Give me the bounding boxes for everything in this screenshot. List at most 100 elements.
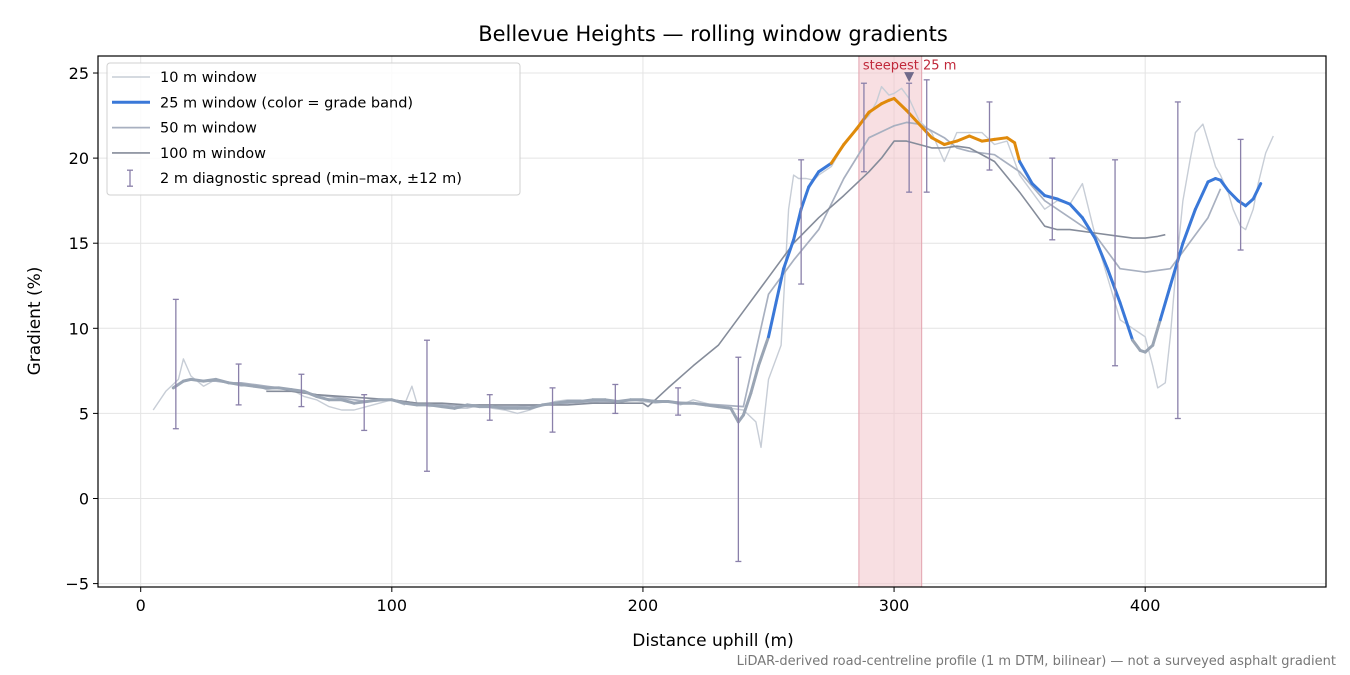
series-25m-segment — [854, 110, 871, 131]
series-25m-segment — [1168, 241, 1185, 288]
series-25m-segment — [490, 405, 507, 410]
series-25m-segment — [993, 136, 1009, 141]
x-tick-label: 400 — [1130, 596, 1161, 615]
series-25m-segment — [842, 127, 858, 146]
series-25m-segment — [1151, 318, 1162, 347]
legend-label: 10 m window — [160, 70, 257, 86]
series-25m-segment — [942, 139, 959, 146]
series-25m-segment — [1158, 284, 1172, 322]
series-25m-segment — [528, 403, 544, 410]
series-25m-segment — [315, 394, 331, 402]
errorbar — [986, 101, 993, 171]
series-25m-segment — [440, 405, 457, 410]
legend-item: 25 m window (color = grade band) — [112, 95, 413, 111]
series-25m-segment — [302, 389, 318, 398]
series-25m-segment — [189, 377, 205, 383]
series-25m-segment — [1181, 207, 1197, 245]
series-25m-segment — [616, 398, 632, 403]
series-25m-segment — [465, 403, 482, 409]
series-line-10m — [152, 85, 1274, 449]
series-25m-segment — [967, 134, 984, 143]
y-axis-label: Gradient (%) — [25, 267, 45, 376]
legend-box — [106, 62, 521, 196]
y-tick-label: −5 — [65, 575, 89, 594]
series-25m-segment — [1055, 197, 1072, 206]
legend-item: 100 m window — [112, 146, 266, 162]
errorbar — [1174, 101, 1181, 420]
legend-item: 10 m window — [112, 70, 257, 86]
series-25m-segment — [892, 97, 909, 112]
footnote: LiDAR-derived road-centreline profile (1… — [737, 654, 1336, 669]
series-25m-segment — [799, 185, 811, 211]
x-axis-label: Distance uphill (m) — [632, 631, 793, 651]
series-25m-segment — [453, 403, 469, 410]
y-tick-label: 20 — [69, 149, 89, 168]
series-25m-segment — [171, 379, 185, 390]
series-25m-segment — [214, 377, 231, 385]
series-25m-segment — [741, 391, 753, 417]
legend-label: 25 m window (color = grade band) — [160, 95, 413, 111]
y-tick-label: 0 — [79, 490, 89, 509]
series-25m-segment — [807, 170, 821, 189]
x-tick-label: 100 — [377, 596, 408, 615]
errorbar — [1112, 159, 1119, 367]
x-tick-label: 200 — [628, 596, 659, 615]
series-25m-segment — [202, 377, 218, 383]
series-25m-segment — [1143, 343, 1155, 354]
series-25m-segment — [1193, 180, 1210, 211]
series-25m-segment — [1093, 236, 1109, 271]
series-25m-segment — [767, 301, 778, 339]
series-25m-segment — [930, 136, 946, 146]
series-25m-segment — [1018, 160, 1034, 186]
series-25m-segment — [704, 403, 720, 409]
series-25m-segment — [239, 383, 256, 388]
steepest-band — [858, 56, 923, 587]
plot-frame — [97, 55, 1327, 588]
series-25m-segment — [1068, 202, 1084, 220]
errorbar — [1237, 138, 1244, 251]
series-25m-segment — [553, 400, 570, 405]
errorbar — [235, 363, 242, 406]
series-25m-segment — [390, 398, 406, 405]
series-25m-segment — [691, 401, 708, 407]
series-25m-segment — [792, 207, 803, 242]
series-25m-segment — [1244, 197, 1255, 208]
series-25m-segment — [955, 134, 971, 143]
series-25m-segment — [1131, 338, 1142, 352]
plot-area: steepest 25 m — [98, 56, 1326, 587]
errorbar — [923, 79, 930, 193]
series-25m-segment — [402, 401, 419, 407]
x-tick-label: 0 — [136, 596, 146, 615]
series-25m-segment — [1219, 178, 1230, 192]
errorbar — [735, 356, 742, 563]
errorbar — [298, 373, 305, 408]
errorbar — [172, 298, 179, 430]
legend-label: 100 m window — [160, 146, 266, 162]
series-25m-segment — [1236, 199, 1248, 208]
y-tick-label: 15 — [69, 234, 89, 253]
legend-label: 50 m window — [160, 121, 257, 137]
y-tick-label: 25 — [69, 64, 89, 83]
series-25m-segment — [829, 143, 846, 165]
legend-item: 2 m diagnostic spread (min–max, ±12 m) — [127, 169, 462, 187]
series-25m-segment — [1013, 141, 1022, 163]
series-25m-segment — [1030, 182, 1047, 198]
series-25m-segment — [1080, 216, 1097, 240]
series-25m-segment — [774, 267, 786, 305]
errorbar — [1049, 157, 1056, 241]
series-25m-segment — [1005, 136, 1017, 145]
series-25m-segment — [1106, 267, 1122, 305]
legend: 10 m window 25 m window (color = grade ba… — [106, 62, 521, 196]
series-25m-segment — [867, 102, 883, 114]
y-tick-label: 10 — [69, 319, 89, 338]
series-25m-segment — [1251, 182, 1263, 201]
series-25m-segment — [729, 406, 740, 424]
errorbar — [361, 394, 368, 432]
series-25m-segment — [277, 386, 293, 392]
errorbar — [423, 339, 430, 472]
steepest-marker — [904, 72, 915, 83]
series-25m-segment — [749, 364, 760, 395]
x-tick-label: 300 — [879, 596, 910, 615]
series-25m-segment — [1118, 301, 1135, 342]
